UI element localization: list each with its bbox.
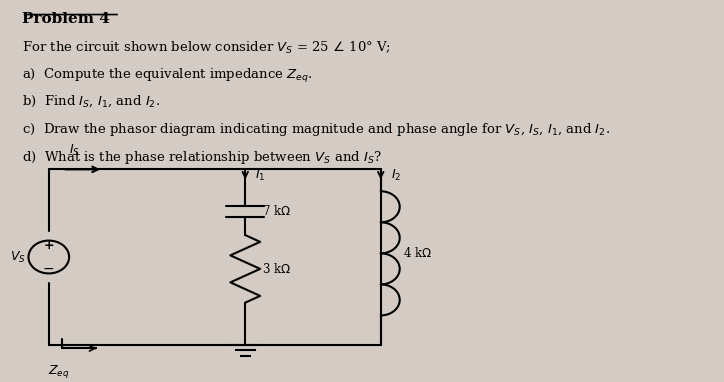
Text: +: + — [43, 239, 54, 252]
Text: 3 k$\Omega$: 3 k$\Omega$ — [262, 262, 291, 276]
Text: −: − — [43, 262, 54, 276]
Text: Problem 4: Problem 4 — [22, 12, 109, 26]
Text: c)  Draw the phasor diagram indicating magnitude and phase angle for $\mathit{V_: c) Draw the phasor diagram indicating ma… — [22, 121, 610, 138]
Text: d)  What is the phase relationship between $\mathit{V_S}$ and $\mathit{I_S}$?: d) What is the phase relationship betwee… — [22, 149, 382, 166]
Text: 7 k$\Omega$: 7 k$\Omega$ — [262, 204, 291, 219]
Text: For the circuit shown below consider $\mathit{V_S}$ = 25 $\angle$ 10° V;: For the circuit shown below consider $\m… — [22, 40, 391, 56]
Text: a)  Compute the equivalent impedance $\mathit{Z_{eq}}$.: a) Compute the equivalent impedance $\ma… — [22, 67, 312, 85]
Text: $\mathit{V_S}$: $\mathit{V_S}$ — [10, 249, 26, 265]
Text: $\mathit{I_1}$: $\mathit{I_1}$ — [256, 168, 266, 183]
Text: 4 k$\Omega$: 4 k$\Omega$ — [403, 246, 432, 261]
Text: $\mathit{I_2}$: $\mathit{I_2}$ — [391, 168, 401, 183]
Text: $\mathit{I_S}$: $\mathit{I_S}$ — [69, 143, 80, 159]
Text: $\mathit{Z_{eq}}$: $\mathit{Z_{eq}}$ — [49, 363, 70, 380]
Text: b)  Find $\mathit{I_S}$, $\mathit{I_1}$, and $\mathit{I_2}$.: b) Find $\mathit{I_S}$, $\mathit{I_1}$, … — [22, 94, 160, 109]
